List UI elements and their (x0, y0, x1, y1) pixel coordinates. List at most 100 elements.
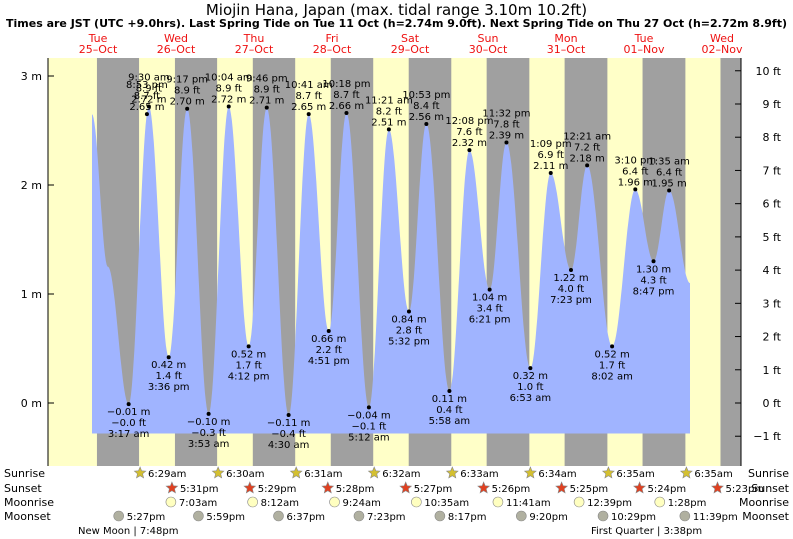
tide-time: 10:18 pm (322, 79, 370, 90)
sunrise-icon (289, 466, 303, 479)
tide-extreme-dot (144, 112, 149, 117)
moonrise-time: 11:41am (506, 498, 551, 509)
new-moon-label: New Moon | 7:48pm (78, 526, 178, 537)
tide-ft: 7.8 ft (493, 119, 519, 130)
sunrise-icon (601, 466, 615, 479)
sunset-time: 5:24pm (648, 484, 687, 495)
left-axis-label: 1 m (21, 288, 42, 301)
tide-time: 11:21 am (365, 95, 413, 106)
tide-extreme-dot (146, 104, 151, 109)
tide-extreme-dot (386, 127, 391, 132)
right-axis-label: 7 ft (763, 164, 782, 177)
tide-time: 3:36 pm (148, 382, 190, 393)
tide-ft: 8.2 ft (376, 106, 402, 117)
tide-extreme-labels: −0.01 m−0.0 ft3:17 am8:53 pm8.7 ft2.65 m… (107, 73, 690, 451)
high-tide-label: 11:32 pm7.8 ft2.39 m (482, 108, 531, 145)
sunset-icon (399, 481, 413, 494)
day-header-labels: Tue25–OctWed26–OctThu27–OctFri28–OctSat2… (79, 32, 743, 56)
low-tide-label: 0.66 m2.2 ft4:51 pm (308, 329, 350, 367)
low-tide-label: 0.52 m1.7 ft8:02 am (591, 344, 633, 382)
high-tide-label: 10:53 pm8.4 ft2.56 m (402, 90, 450, 126)
sunset-icon (243, 481, 257, 494)
left-axis-label: 3 m (21, 70, 42, 83)
tide-area (92, 106, 690, 434)
tide-ft: −0.3 ft (191, 428, 226, 439)
day-of-week: Thu (243, 32, 265, 45)
sunset-icon (555, 481, 569, 494)
tide-ft: 8.9 ft (136, 84, 162, 95)
moonrise-icon (165, 496, 177, 508)
right-axis-label: 5 ft (763, 231, 782, 244)
sunrise-row-label-right: Sunrise (748, 467, 789, 480)
tide-extreme-dot (487, 287, 492, 292)
sunrise-icon (211, 466, 225, 479)
moonrise-time: 12:39pm (587, 498, 632, 509)
tide-extreme-dot (286, 412, 291, 417)
day-date: 30–Oct (469, 43, 508, 56)
tide-ft: 8.7 ft (134, 91, 160, 102)
sunset-time: 5:28pm (336, 484, 375, 495)
tide-ft: 8.9 ft (254, 85, 280, 96)
tide-extreme-dot (467, 148, 472, 153)
moonset-icon (516, 510, 527, 522)
sunset-time: 5:31pm (180, 484, 219, 495)
left-axis-label: 2 m (21, 179, 42, 192)
tide-time: 1:09 pm (530, 139, 572, 150)
high-tide-label: 9:30 am8.9 ft2.72 m (128, 73, 170, 109)
tide-extreme-dot (585, 163, 590, 168)
high-tide-label: 10:18 pm8.7 ft2.66 m (322, 79, 371, 116)
tide-ft: 0.4 ft (436, 405, 462, 416)
day-of-week: Wed (710, 32, 734, 45)
tide-ft: −0.1 ft (352, 421, 387, 432)
low-tide-label: 1.30 m4.3 ft8:47 pm (633, 259, 675, 297)
low-tide-label: −0.01 m−0.0 ft3:17 am (107, 402, 150, 440)
tide-m: 2.70 m (170, 97, 205, 108)
tide-time: 10:41 am (285, 80, 333, 91)
sunrise-icon (445, 466, 459, 479)
low-tide-label: 0.84 m2.8 ft5:32 pm (388, 309, 430, 347)
moonset-icon (434, 510, 446, 522)
tide-extreme-dot (206, 411, 211, 416)
right-axis-label: 4 ft (763, 264, 782, 277)
tide-extreme-dot (264, 105, 269, 110)
tide-ft: 7.6 ft (456, 127, 482, 138)
tide-time: 4:12 pm (228, 371, 270, 382)
right-axis-label: 8 ft (763, 131, 782, 144)
tide-m: 1.04 m (472, 293, 507, 304)
high-tide-label: 12:21 am7.2 ft2.18 m (563, 131, 611, 168)
tide-extreme-dot (548, 171, 553, 176)
moonset-icon (273, 510, 284, 522)
tide-extreme-dot (568, 268, 573, 273)
tide-time: 8:47 pm (633, 286, 675, 297)
tide-ft: 2.8 ft (396, 325, 422, 336)
tide-m: 0.32 m (513, 371, 548, 382)
tide-m: 2.72 m (131, 95, 166, 106)
tide-ft: 1.7 ft (235, 360, 261, 371)
tide-ft: −0.4 ft (271, 429, 306, 440)
sunrise-icon (133, 466, 147, 479)
tide-ft: 8.9 ft (174, 86, 200, 97)
chart-title: Miojin Hana, Japan (max. tidal range 3.1… (205, 1, 588, 19)
tide-time: 9:46 pm (246, 74, 288, 85)
high-tide-label: 10:41 am8.7 ft2.65 m (285, 80, 333, 117)
low-tide-label: 1.04 m3.4 ft6:21 pm (469, 287, 511, 326)
sunset-time: 5:29pm (258, 484, 297, 495)
tide-m: 2.66 m (329, 101, 364, 112)
tide-ft: −0.0 ft (111, 418, 146, 429)
sunrise-time: 6:35am (616, 469, 654, 480)
moonset-icon (679, 510, 691, 522)
sunset-icon (321, 481, 335, 494)
low-tide-label: 0.42 m1.4 ft3:36 pm (148, 355, 190, 393)
right-axis-label: 3 ft (763, 297, 782, 310)
sunset-time: 5:25pm (570, 484, 609, 495)
day-date: 28–Oct (313, 43, 352, 56)
axes: 0 m 1 m 2 m 3 m −1 ft 0 ft 1 ft 2 ft 3 ft 4 ft 5 f… (21, 58, 782, 466)
tide-m: −0.11 m (267, 418, 311, 429)
left-axis-label: 0 m (21, 397, 42, 410)
day-date: 27–Oct (235, 43, 274, 56)
moonrise-time: 9:24am (343, 498, 381, 509)
